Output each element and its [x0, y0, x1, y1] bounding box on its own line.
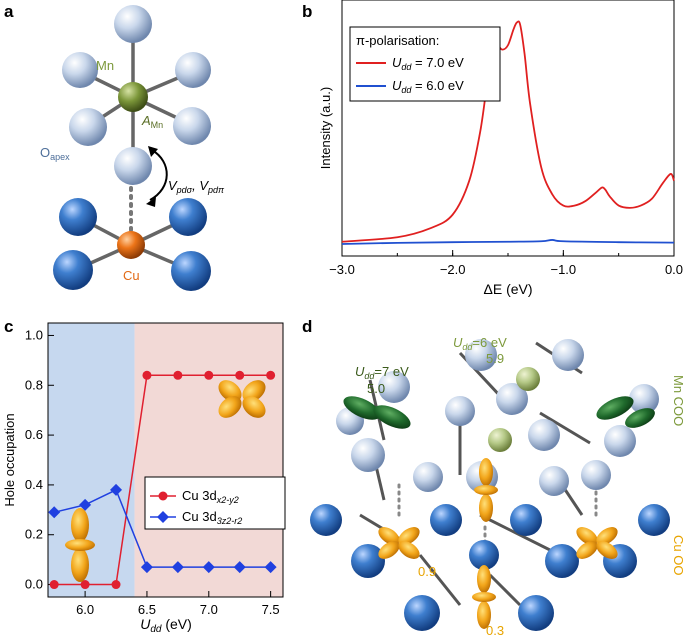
- data-point-1: [110, 483, 123, 496]
- panel-a: a: [0, 0, 300, 300]
- panel-label-b: b: [302, 2, 313, 21]
- o-atom-plane: [59, 198, 97, 236]
- x-tick-label: 7.0: [200, 602, 218, 617]
- panel-label-d: d: [302, 317, 313, 336]
- x-tick-label: −2.0: [440, 262, 466, 277]
- chart-c-frame: [47, 322, 284, 598]
- value-0-3: 0.3: [486, 623, 504, 637]
- mn-label: Mn: [96, 58, 114, 73]
- cu-orbital-dx2y2-left: [378, 527, 420, 559]
- udd6-label: Udd=6 eV: [453, 335, 507, 352]
- o-atom-plane: [169, 198, 207, 236]
- legend-title: π-polarisation:: [356, 33, 439, 48]
- legend-entry-1: Cu 3d3z2-r2: [182, 509, 242, 526]
- data-point-0: [235, 370, 245, 380]
- o-atoms-upper: [336, 339, 659, 496]
- mn-orbital-green: [343, 396, 655, 429]
- cu-orbital-dx2y2-right: [576, 527, 618, 559]
- x-tick-label: −1.0: [550, 262, 576, 277]
- o-atom: [69, 108, 107, 146]
- chart-b: −3.0 −2.0 −1.0 0.0 Intensity (a.u.) ΔE (eV)…: [318, 0, 683, 297]
- panel-d: d: [300, 315, 685, 638]
- data-point-0: [80, 580, 90, 590]
- series-line-1: [341, 239, 675, 245]
- panel-label-c: c: [4, 317, 14, 336]
- v-pd-label: Vpdσ, Vpdπ: [168, 178, 225, 195]
- series-line-0: [54, 374, 271, 586]
- mn-atom: [516, 367, 540, 391]
- dz2-orbital-icon: [65, 508, 95, 582]
- data-point-1: [48, 506, 61, 519]
- o-apex-label: Oapex: [40, 145, 70, 162]
- x-tick-label: −3.0: [329, 262, 355, 277]
- udd7-label: Udd=7 eV: [355, 364, 409, 381]
- cu-orbital-dz2-bottom: [472, 565, 496, 629]
- legend-marker-1: [157, 511, 169, 523]
- panel-label-a: a: [4, 2, 14, 21]
- o-atom: [175, 52, 211, 88]
- series-line-0: [341, 20, 675, 243]
- shaded-region-1: [134, 323, 283, 597]
- a-mn-label: AMn: [141, 113, 163, 130]
- data-point-0: [49, 580, 59, 590]
- x-tick-label: 6.0: [76, 602, 94, 617]
- data-point-0: [204, 370, 214, 380]
- y-tick-label: 0.8: [25, 377, 43, 392]
- legend-entry-0: Udd = 7.0 eV: [392, 55, 464, 72]
- value-5-9: 5.9: [486, 351, 504, 366]
- dx2y2-orbital-icon: [218, 380, 266, 418]
- legend-entry-0: Cu 3dx2-y2: [182, 488, 239, 505]
- x-axis-label: Udd (eV): [140, 616, 192, 635]
- o-atom-top: [114, 5, 152, 43]
- mn-atom: [118, 82, 148, 112]
- cu-oo-label: Cu OO: [671, 535, 685, 575]
- panel-b: b −3.0 −2.0 −1.0 0.0 Intensity (a.u.) ΔE (e…: [300, 0, 685, 305]
- y-tick-label: 1.0: [25, 327, 43, 342]
- y-axis-label: Intensity (a.u.): [318, 87, 333, 169]
- panel-c: c 6.0 6.5 7.0 7.5 0.0 0.2 0.4 0.6 0.8 1.0 Hole oc…: [0, 315, 290, 637]
- y-tick-label: 0.2: [25, 527, 43, 542]
- data-point-0: [111, 580, 121, 590]
- mn-atom: [488, 428, 512, 452]
- cu-atom: [117, 231, 145, 259]
- cu-label: Cu: [123, 268, 140, 283]
- x-tick-label: 6.5: [138, 602, 156, 617]
- x-tick-label: 0.0: [665, 262, 683, 277]
- legend-marker-0: [158, 491, 168, 501]
- chart-c: 6.0 6.5 7.0 7.5 0.0 0.2 0.4 0.6 0.8 1.0 Hole occu…: [2, 322, 286, 635]
- o-atom: [173, 107, 211, 145]
- octahedron-diagram: Mn AMn Oapex Cu Vpdσ, Vpdπ: [40, 5, 225, 291]
- y-tick-label: 0.6: [25, 427, 43, 442]
- legend-entry-1: Udd = 6.0 eV: [392, 78, 464, 95]
- x-axis-label: ΔE (eV): [483, 281, 532, 297]
- mn-coo-label: Mn COO: [671, 375, 685, 426]
- o-atom: [62, 52, 98, 88]
- data-point-0: [266, 370, 276, 380]
- value-0-9: 0.9: [418, 564, 436, 579]
- o-atom-plane: [171, 251, 211, 291]
- o-atom-plane: [53, 250, 93, 290]
- shaded-region-0: [48, 323, 135, 597]
- o-atoms-lower: [310, 504, 670, 631]
- hopping-arrow: [149, 149, 168, 201]
- o-apex-atom: [114, 147, 152, 185]
- x-tick-label: 7.5: [262, 602, 280, 617]
- y-tick-label: 0.0: [25, 577, 43, 592]
- data-point-0: [173, 370, 183, 380]
- lattice-diagram: Udd=6 eV 5.9 Udd=7 eV 5.0 0.9 0.3 Mn COO…: [310, 335, 685, 638]
- value-5-0: 5.0: [367, 381, 385, 396]
- data-point-0: [142, 370, 152, 380]
- y-tick-label: 0.4: [25, 477, 43, 492]
- cu-orbital-dz2-center: [474, 458, 498, 522]
- legend-box: [144, 476, 286, 530]
- data-point-1: [79, 498, 92, 511]
- y-axis-label: Hole occupation: [2, 413, 17, 506]
